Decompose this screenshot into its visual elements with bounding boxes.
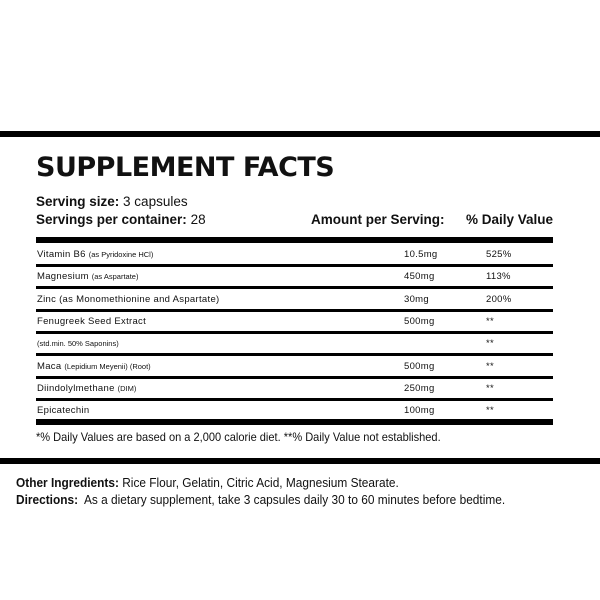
servings-per-container: Servings per container: 28 [36,212,206,227]
nutrient-note: (as Pyridoxine HCl) [88,250,154,259]
daily-value-header: % Daily Value [466,212,554,227]
nutrient-name: Maca (Lepidium Meyenii) (Root) [37,360,151,372]
nutrient-name: Magnesium (as Aspartate) [37,271,139,283]
servings-label: Servings per container: [36,212,187,227]
table-row: Fenugreek Seed Extract 500mg ** [36,311,553,334]
table-row: (std.min. 50% Saponins) ** [36,333,553,357]
table-row: Maca (Lepidium Meyenii) (Root) 500mg ** [36,356,553,379]
nutrient-name: Epicatechin [37,405,90,417]
panel-title: SUPPLEMENT FACTS [36,152,335,183]
nutrient-note: (as Aspartate) [91,272,139,282]
amount-header: Amount per Serving: [311,212,445,227]
nutrient-daily-value: 113% [486,271,511,283]
nutrient-amount: 100mg [404,405,435,417]
table-row: Diindolylmethane (DIM) 250mg ** [36,378,553,401]
nutrient-name: (std.min. 50% Saponins) [37,338,119,349]
nutrient-name: Diindolylmethane (DIM) [37,382,137,394]
serving-size-value: 3 capsules [123,194,188,209]
nutrient-amount: 30mg [404,293,429,305]
nutrient-daily-value: ** [486,315,494,327]
nutrient-amount: 10.5mg [404,249,438,260]
nutrient-daily-value: 525% [486,249,512,260]
nutrient-amount: 250mg [404,382,435,394]
serving-size: Serving size: 3 capsules [36,194,188,209]
nutrient-amount: 500mg [404,315,435,327]
nutrient-name: Vitamin B6 (as Pyridoxine HCl) [37,249,154,260]
nutrient-note: (std.min. 50% Saponins) [37,339,119,349]
nutrient-name: Fenugreek Seed Extract [37,315,147,327]
bottom-divider [36,419,553,425]
other-ingredients-label: Other Ingredients: [16,476,119,490]
nutrient-name: Zinc (as Monomethionine and Aspartate) [37,293,220,305]
directions: Directions: As a dietary supplement, tak… [16,493,505,507]
nutrient-daily-value: ** [486,405,494,417]
table-row: Magnesium (as Aspartate) 450mg 113% [36,266,553,290]
nutrient-daily-value: ** [486,338,494,350]
directions-value: As a dietary supplement, take 3 capsules… [83,493,506,507]
nutrient-note: (Lepidium Meyenii) (Root) [64,361,151,371]
table-row: Epicatechin 100mg ** [36,400,553,420]
table-row: Zinc (as Monomethionine and Aspartate) 3… [36,289,553,312]
other-ingredients-value: Rice Flour, Gelatin, Citric Acid, Magnes… [122,476,399,490]
nutrient-daily-value: ** [486,382,494,394]
footnote: *% Daily Values are based on a 2,000 cal… [36,430,441,444]
nutrient-note: (DIM) [117,383,137,393]
directions-label: Directions: [16,493,79,507]
nutrient-daily-value: 200% [486,293,512,305]
nutrient-daily-value: ** [486,360,494,372]
nutrient-amount: 450mg [404,271,435,283]
table-row: Vitamin B6 (as Pyridoxine HCl) 10.5mg 525% [36,244,553,267]
nutrient-amount: 500mg [404,360,435,372]
serving-size-label: Serving size: [36,194,120,209]
top-divider [36,237,553,243]
other-ingredients: Other Ingredients: Rice Flour, Gelatin, … [16,476,399,490]
servings-value: 28 [190,212,206,227]
supplement-facts-panel [0,131,600,464]
